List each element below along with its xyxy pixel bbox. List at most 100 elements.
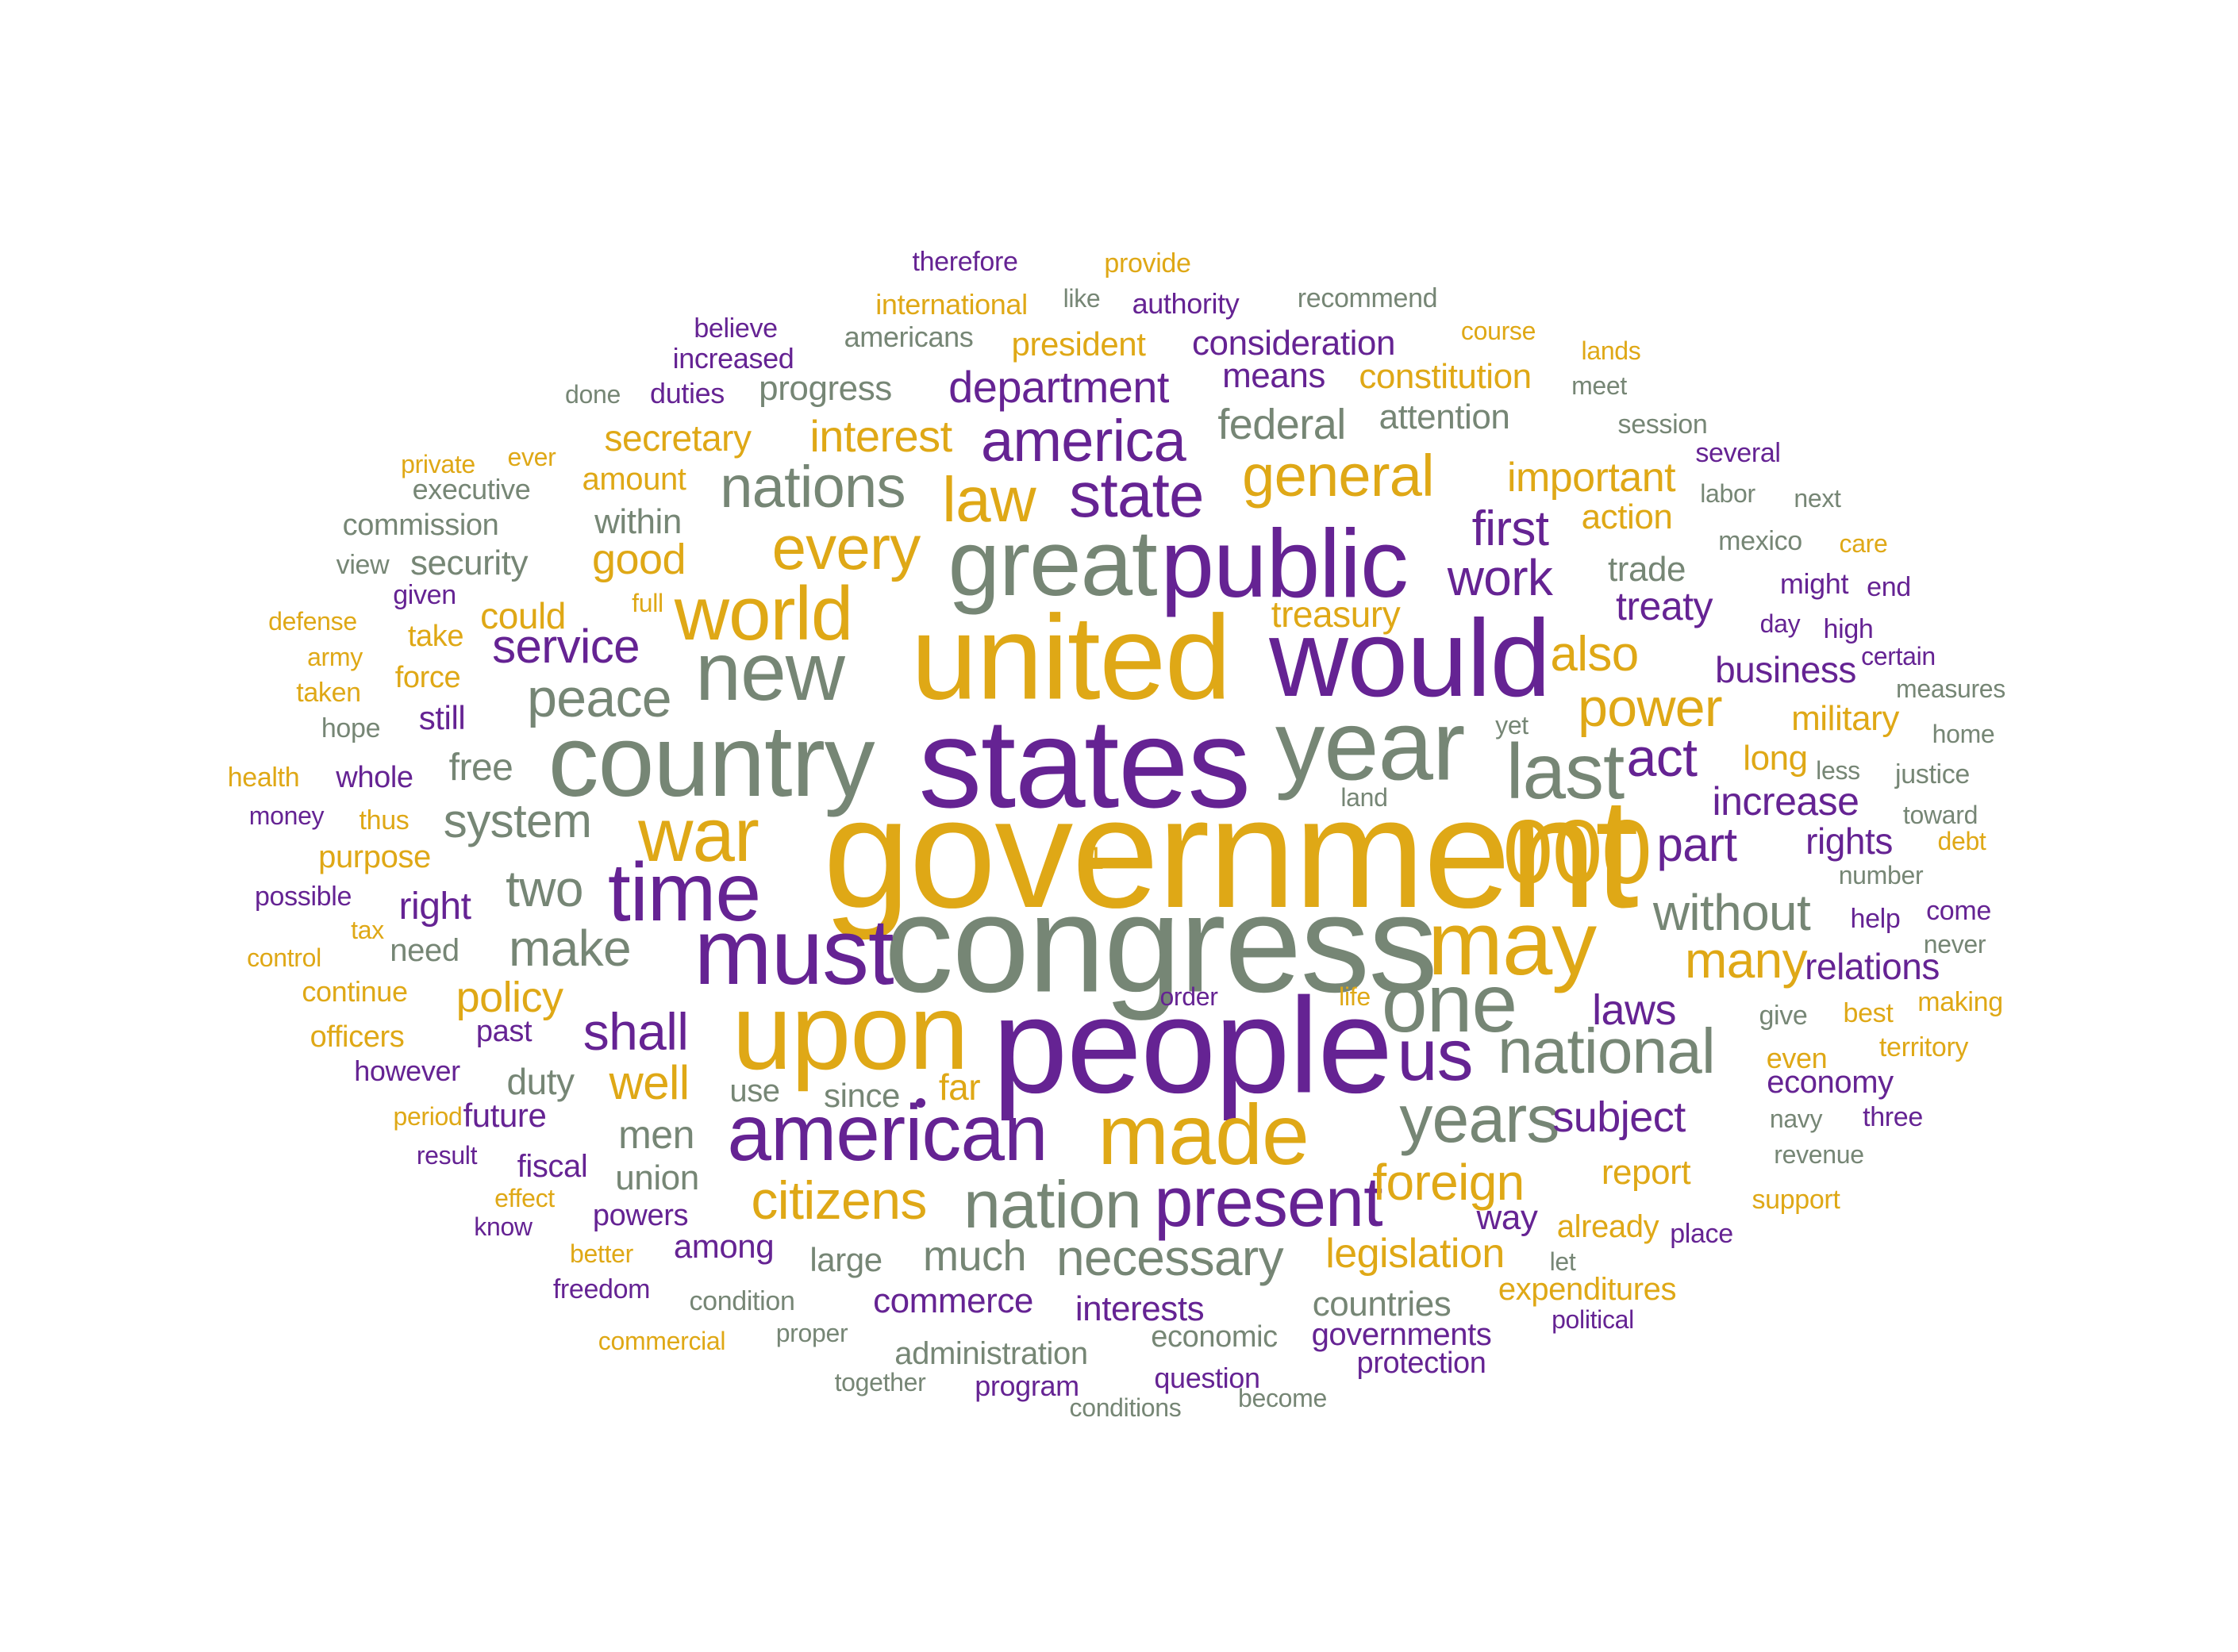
word-upon: upon <box>732 971 968 1092</box>
word-freedom: freedom <box>552 1274 651 1304</box>
word-great: great <box>948 511 1157 616</box>
word-also: also <box>1550 627 1639 682</box>
word-course: course <box>1460 317 1536 345</box>
word-like: like <box>1063 284 1101 313</box>
word-system: system <box>443 794 592 847</box>
word-good: good <box>592 536 686 583</box>
word-policy: policy <box>456 974 563 1021</box>
word-fiscal: fiscal <box>517 1149 588 1184</box>
word-without: without <box>1652 884 1811 941</box>
word-governments: governments <box>1311 1317 1492 1352</box>
word-might: might <box>1779 567 1849 600</box>
word-done: done <box>565 380 621 409</box>
word-program: program <box>975 1370 1079 1402</box>
word-care: care <box>1839 529 1888 558</box>
word-take: take <box>407 620 464 653</box>
word-taken: taken <box>296 678 361 708</box>
word-citizens: citizens <box>751 1170 927 1231</box>
word-way: way <box>1476 1198 1538 1237</box>
dot-mark <box>916 1098 925 1108</box>
word-duty: duty <box>506 1061 575 1102</box>
word-still: still <box>418 699 466 736</box>
word-three: three <box>1863 1102 1923 1132</box>
word-let: let <box>1549 1247 1576 1276</box>
word-believe: believe <box>694 313 778 344</box>
word-trade: trade <box>1607 550 1686 589</box>
word-business: business <box>1715 649 1856 690</box>
word-right: right <box>398 886 471 928</box>
word-toward: toward <box>1902 801 1978 829</box>
word-within: within <box>594 502 682 541</box>
word-shall: shall <box>583 1002 689 1061</box>
word-america: america <box>980 408 1186 474</box>
word-well: well <box>609 1056 690 1109</box>
word-come: come <box>1926 896 1991 926</box>
word-condition: condition <box>689 1286 795 1316</box>
word-time: time <box>607 847 761 939</box>
word-mexico: mexico <box>1718 526 1802 556</box>
word-question: question <box>1154 1362 1260 1394</box>
word-made: made <box>1098 1086 1309 1182</box>
word-number: number <box>1838 861 1924 889</box>
word-many: many <box>1685 932 1808 989</box>
word-ever: ever <box>507 443 556 471</box>
word-may: may <box>1428 893 1597 994</box>
word-place: place <box>1670 1219 1733 1249</box>
word-last: last <box>1505 728 1625 815</box>
word-could: could <box>480 595 566 636</box>
word-large: large <box>809 1241 883 1278</box>
word-free: free <box>448 747 513 789</box>
word-amount: amount <box>582 462 686 497</box>
word-000: 000 <box>1502 802 1652 903</box>
word-never: never <box>1923 930 1986 959</box>
word-two: two <box>506 860 583 917</box>
word-commercial: commercial <box>598 1327 726 1355</box>
word-army: army <box>307 643 363 671</box>
word-security: security <box>410 544 529 582</box>
word-world: world <box>674 571 854 656</box>
word-administration: administration <box>894 1336 1088 1371</box>
word-government: government <box>823 765 1639 940</box>
word-even: even <box>1766 1042 1828 1074</box>
word-need: need <box>390 933 460 968</box>
word-control: control <box>247 943 321 972</box>
word-treasury: treasury <box>1271 594 1401 635</box>
word-view: view <box>336 550 390 580</box>
word-part: part <box>1656 818 1738 871</box>
word-treaty: treaty <box>1615 584 1713 628</box>
word-defense: defense <box>268 607 357 636</box>
word-tax: tax <box>351 916 384 944</box>
word-national: national <box>1498 1016 1716 1086</box>
word-thus: thus <box>359 805 410 836</box>
word-states: states <box>918 692 1251 834</box>
word-general: general <box>1242 443 1434 509</box>
word-executive: executive <box>412 473 531 505</box>
word-know: know <box>474 1212 533 1241</box>
word-purpose: purpose <box>318 839 431 874</box>
word-yet: yet <box>1495 711 1529 740</box>
word-territory: territory <box>1878 1032 1969 1062</box>
word-one: one <box>1381 958 1517 1050</box>
word-revenue: revenue <box>1774 1140 1864 1169</box>
word-private: private <box>401 450 475 478</box>
word-must: must <box>694 900 894 1005</box>
word-service: service <box>492 620 640 673</box>
word-given: given <box>393 580 456 610</box>
word-interests: interests <box>1075 1289 1205 1328</box>
word-make: make <box>509 920 632 977</box>
word-hope: hope <box>321 713 381 743</box>
word-international: international <box>875 288 1028 321</box>
word-provide: provide <box>1104 248 1191 279</box>
word-meet: meet <box>1571 371 1627 400</box>
word-interest: interest <box>809 411 952 461</box>
word-far: far <box>938 1066 981 1108</box>
word-help: help <box>1850 904 1901 934</box>
word-recommend: recommend <box>1297 283 1438 313</box>
word-report: report <box>1601 1153 1691 1192</box>
word-proper: proper <box>775 1319 848 1347</box>
word-effect: effect <box>494 1184 555 1212</box>
word-economic: economic <box>1151 1320 1278 1354</box>
word-men: men <box>618 1112 694 1157</box>
word-commerce: commerce <box>873 1281 1033 1320</box>
word-order: order <box>1159 982 1218 1011</box>
